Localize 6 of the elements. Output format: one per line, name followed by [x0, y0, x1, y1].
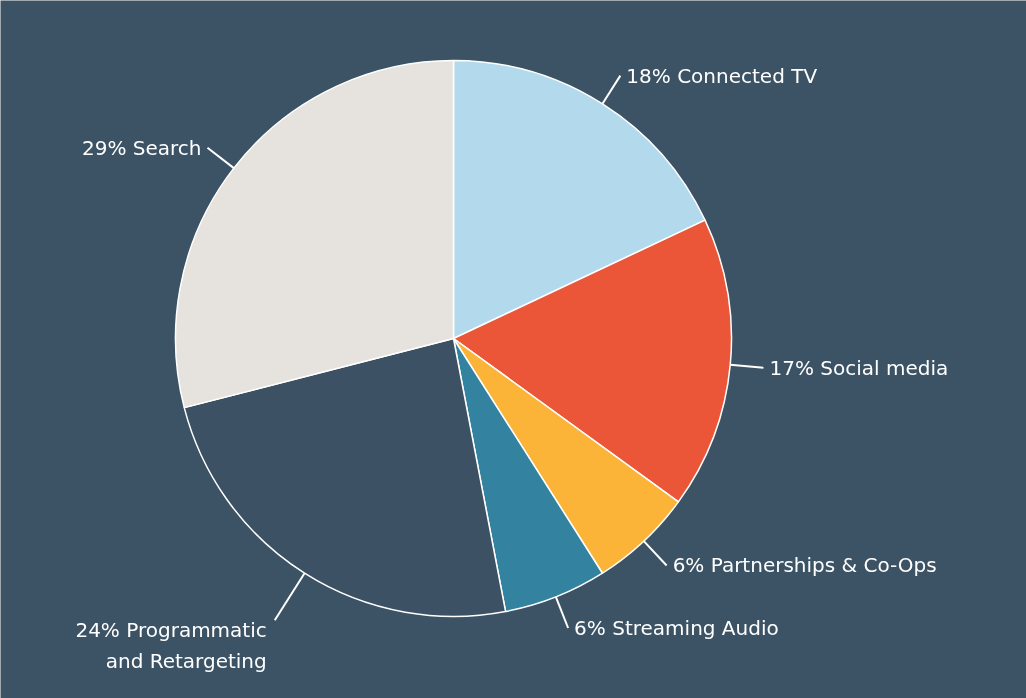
slice-label: 6% Streaming Audio	[574, 616, 779, 640]
slice-label: 29% Search	[81, 135, 202, 160]
slice-label: 24% Programmatic and Retargeting	[75, 618, 267, 674]
slice-label: 17% Social media	[769, 355, 949, 380]
slice-label: 18% Connected TV	[626, 63, 818, 88]
slice-label: 6% Partnerships & Co-Ops	[672, 553, 937, 578]
